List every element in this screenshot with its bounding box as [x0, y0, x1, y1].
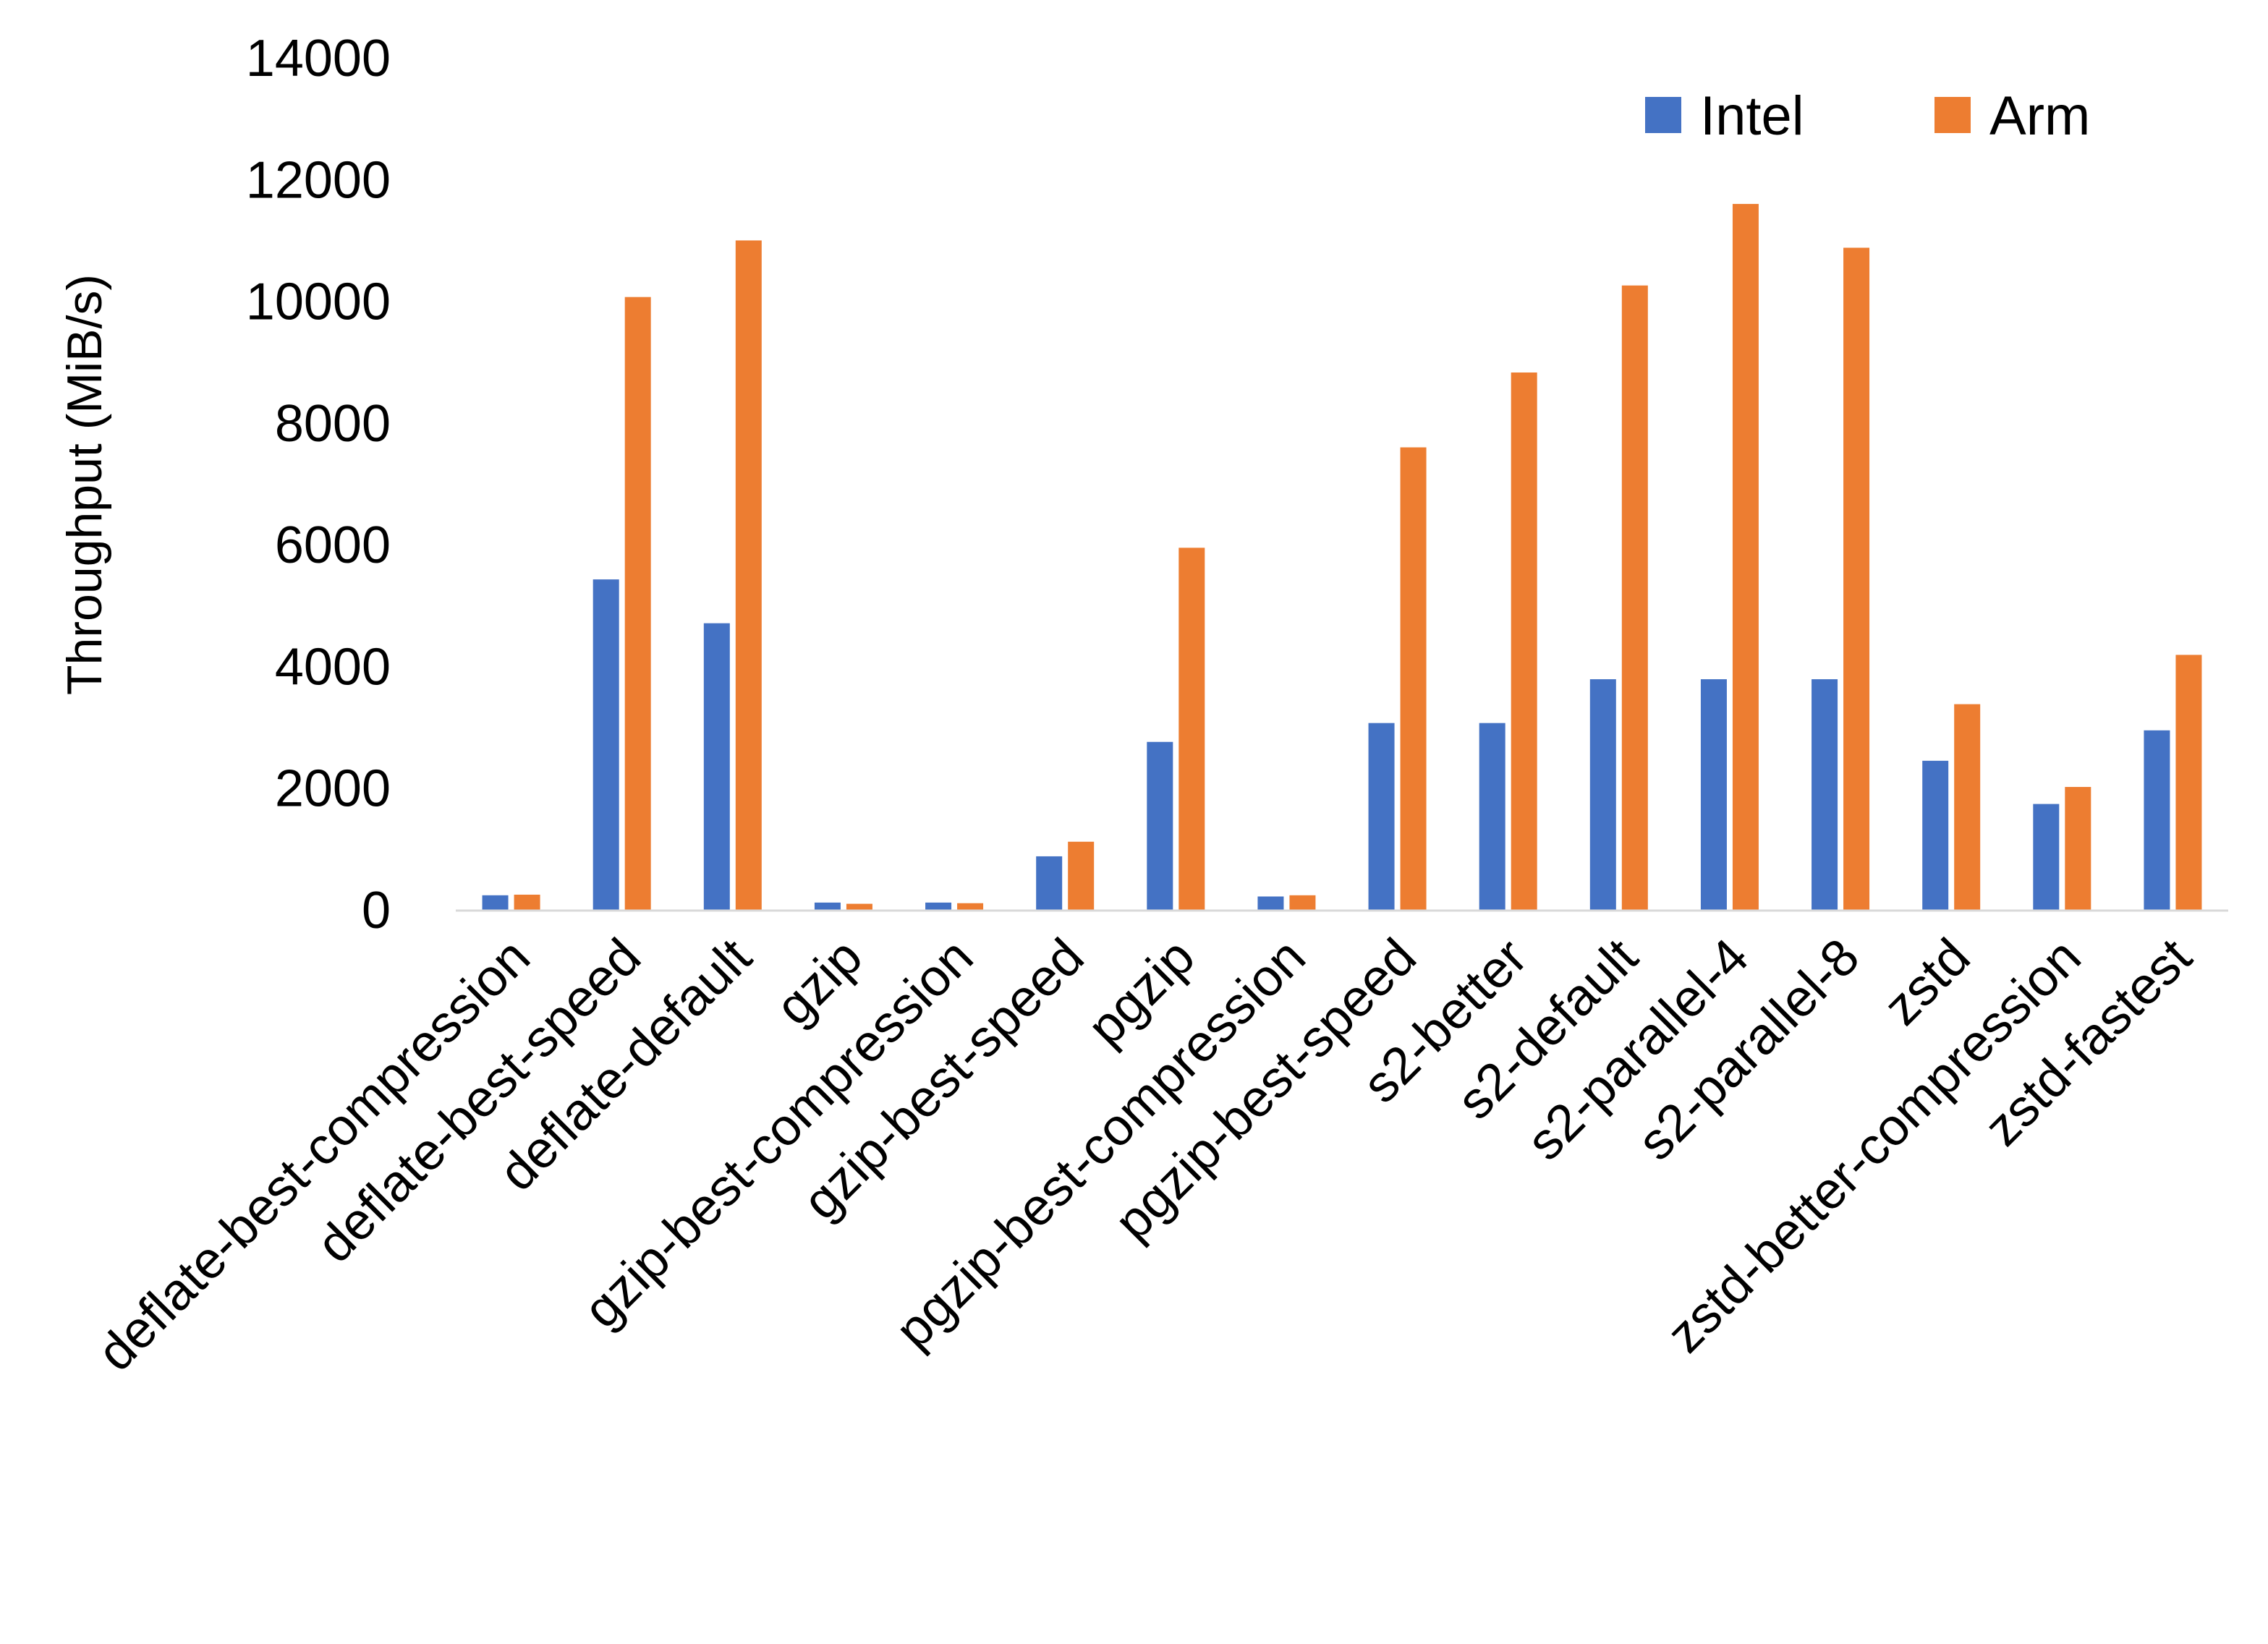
- y-tick-label: 8000: [275, 395, 391, 453]
- bar-intel-s2-parallel-4: [1700, 679, 1727, 910]
- y-tick-label: 0: [362, 882, 391, 940]
- bar-arm-s2-default: [1621, 285, 1648, 910]
- bar-intel-zstd-better-compression: [2033, 804, 2060, 910]
- bar-arm-pgzip: [1178, 548, 1205, 910]
- legend: Intel Arm: [1645, 85, 2090, 147]
- y-tick-label: 2000: [275, 760, 391, 818]
- y-tick-label: 10000: [246, 273, 391, 331]
- bar-arm-gzip-best-compression: [957, 903, 984, 910]
- bar-intel-deflate-best-speed: [593, 579, 619, 910]
- bar-arm-deflate-best-compression: [514, 894, 540, 910]
- bar-arm-s2-better: [1511, 372, 1537, 910]
- bar-intel-gzip: [814, 902, 841, 910]
- y-axis-label: Throughput (MiB/s): [57, 274, 112, 695]
- bar-intel-pgzip-best-speed: [1368, 723, 1395, 910]
- legend-swatch-arm: [1934, 97, 1971, 133]
- y-tick-label: 12000: [246, 151, 391, 209]
- legend-swatch-intel: [1645, 97, 1681, 133]
- bar-arm-s2-parallel-4: [1732, 203, 1759, 910]
- bar-arm-zstd: [1954, 704, 1981, 910]
- bar-arm-zstd-fastest: [2175, 655, 2202, 910]
- bar-intel-pgzip-best-compression: [1257, 896, 1284, 910]
- bar-intel-zstd: [1922, 760, 1949, 910]
- bar-intel-s2-better: [1479, 723, 1505, 910]
- bar-intel-s2-default: [1589, 679, 1616, 910]
- bar-intel-deflate-default: [703, 623, 730, 910]
- bar-intel-pgzip: [1147, 741, 1173, 910]
- bar-intel-gzip-best-compression: [925, 902, 952, 910]
- bar-arm-gzip: [846, 903, 872, 910]
- y-tick-label: 6000: [275, 516, 391, 574]
- bar-intel-s2-parallel-8: [1812, 679, 1838, 910]
- bar-arm-deflate-default: [735, 240, 762, 910]
- bar-intel-gzip-best-speed: [1036, 856, 1063, 910]
- y-tick-label: 14000: [246, 30, 391, 88]
- bar-arm-zstd-better-compression: [2065, 787, 2091, 910]
- legend-label-arm: Arm: [1989, 85, 2090, 147]
- bars: [482, 203, 2202, 911]
- bar-arm-pgzip-best-compression: [1289, 895, 1316, 910]
- legend-label-intel: Intel: [1700, 85, 1804, 147]
- y-tick-label: 4000: [275, 638, 391, 696]
- y-axis-ticks: 0 2000 4000 6000 8000 10000 12000 14000: [246, 30, 391, 940]
- bar-arm-s2-parallel-8: [1843, 247, 1870, 910]
- bar-intel-deflate-best-compression: [482, 895, 509, 910]
- bar-arm-pgzip-best-speed: [1400, 447, 1427, 910]
- bar-arm-gzip-best-speed: [1068, 841, 1095, 910]
- bar-arm-deflate-best-speed: [624, 297, 651, 911]
- bar-intel-zstd-fastest: [2144, 730, 2170, 910]
